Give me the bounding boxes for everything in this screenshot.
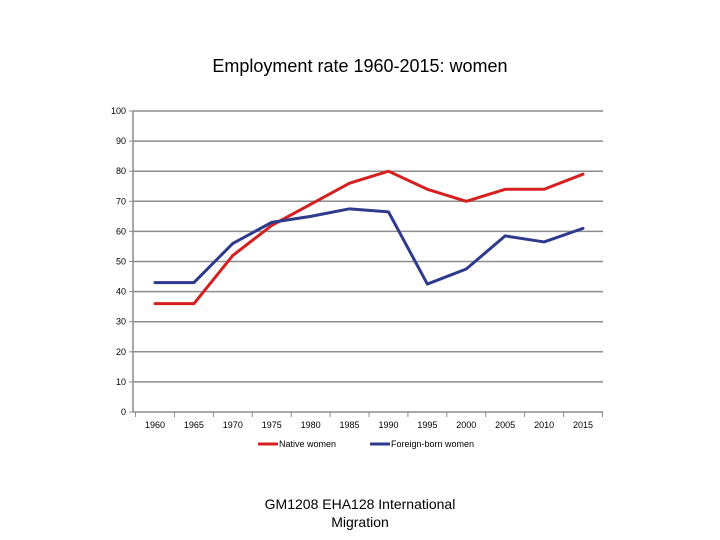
y-tick-label-100: 100 (111, 106, 126, 116)
axes (132, 111, 603, 413)
y-tick-label-60: 60 (116, 226, 126, 236)
series-line-0 (153, 169, 585, 306)
footer-caption: GM1208 EHA128 International Migration (220, 495, 500, 531)
y-axis-tick-labels: 0 10 20 30 40 50 60 70 80 90 100 (111, 106, 133, 417)
x-tick-label-2005: 2005 (495, 420, 515, 430)
y-tick-label-10: 10 (116, 377, 126, 387)
y-tick-label-70: 70 (116, 196, 126, 206)
y-tick-label-90: 90 (116, 136, 126, 146)
series-line-1 (153, 207, 585, 286)
chart-title: Employment rate 1960-2015: women (212, 56, 508, 76)
x-axis-tick-labels: 1960 1965 1970 1975 1980 1985 1990 1995 2000 2005… (135, 412, 603, 430)
x-tick-label-2015: 2015 (573, 420, 593, 430)
y-tick-label-30: 30 (116, 317, 126, 327)
x-tick-label-1995: 1995 (417, 420, 437, 430)
footer-line-2: Migration (331, 514, 389, 530)
legend: Native women Foreign-born women (258, 439, 474, 449)
gridlines (133, 110, 603, 383)
legend-label-1: Foreign-born women (391, 439, 474, 449)
y-tick-label-40: 40 (116, 287, 126, 297)
x-tick-label-2000: 2000 (456, 420, 476, 430)
x-tick-label-1980: 1980 (301, 420, 321, 430)
x-tick-label-1965: 1965 (184, 420, 204, 430)
x-tick-label-1970: 1970 (223, 420, 243, 430)
y-tick-label-0: 0 (121, 407, 126, 417)
x-tick-label-1975: 1975 (262, 420, 282, 430)
x-tick-label-2010: 2010 (534, 420, 554, 430)
y-tick-label-20: 20 (116, 347, 126, 357)
x-tick-label-1990: 1990 (378, 420, 398, 430)
y-tick-label-50: 50 (116, 257, 126, 267)
series-lines (153, 169, 585, 306)
y-tick-label-80: 80 (116, 166, 126, 176)
legend-label-0: Native women (279, 439, 336, 449)
x-tick-label-1985: 1985 (340, 420, 360, 430)
footer-line-1: GM1208 EHA128 International (264, 496, 456, 512)
x-tick-label-1960: 1960 (145, 420, 165, 430)
